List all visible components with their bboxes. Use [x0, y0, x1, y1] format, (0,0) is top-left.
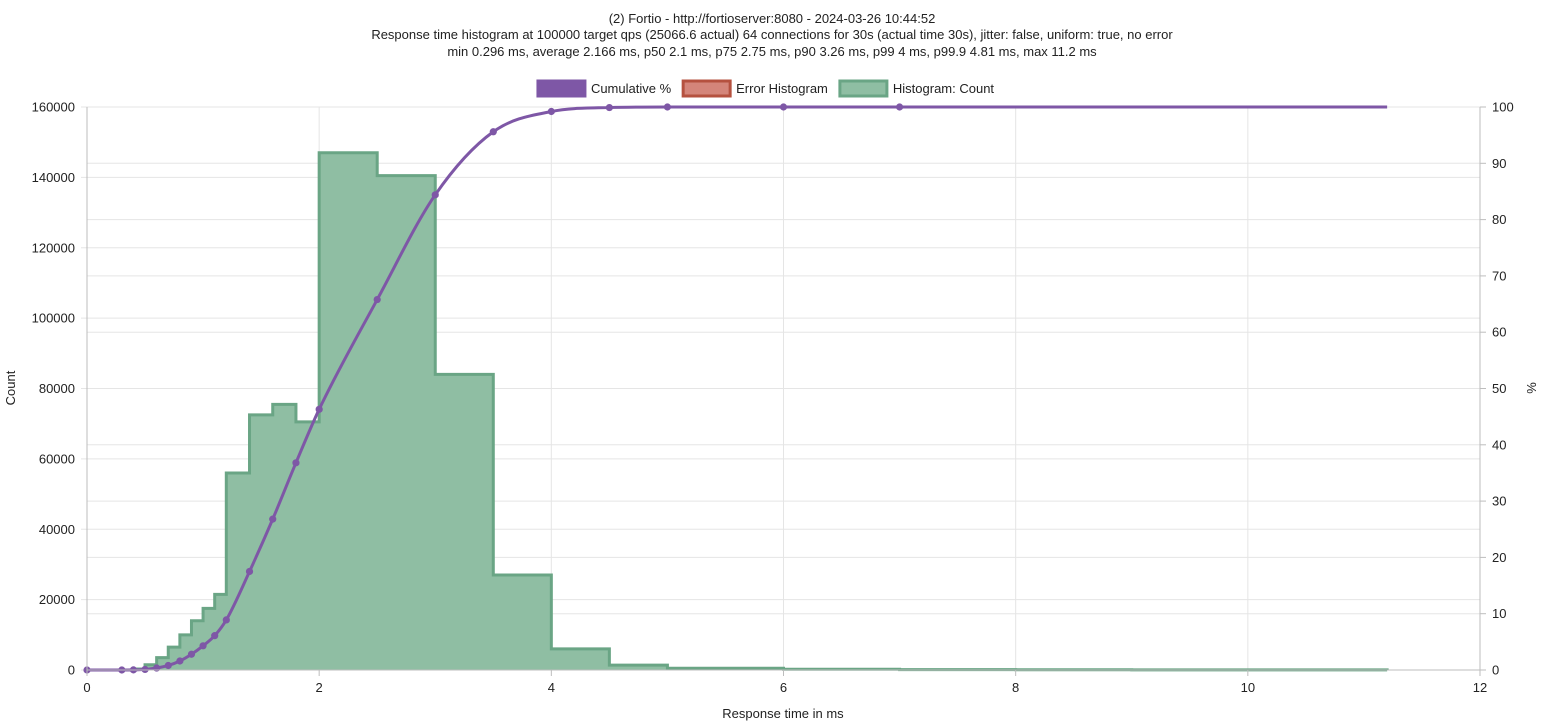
y-left-tick-label: 100000 — [32, 311, 75, 326]
cumulative-point — [211, 632, 219, 640]
y-axis-right-title: % — [1524, 382, 1539, 394]
legend-item[interactable]: Cumulative % — [536, 79, 672, 98]
y-right-tick-label: 70 — [1492, 268, 1506, 283]
cumulative-point — [779, 103, 788, 111]
legend-label: Cumulative % — [591, 81, 672, 96]
y-right-tick-label: 50 — [1492, 381, 1506, 396]
cumulative-point — [605, 103, 613, 112]
x-tick-label: 2 — [316, 680, 323, 695]
chart-stats: min 0.296 ms, average 2.166 ms, p50 2.1 … — [447, 44, 1097, 59]
legend-label: Error Histogram — [736, 81, 828, 96]
histogram-bar — [435, 374, 493, 670]
legend-swatch — [838, 79, 889, 98]
legend[interactable]: Cumulative % Error Histogram Histogram: Co… — [536, 79, 995, 98]
cumulative-point — [292, 459, 300, 467]
cumulative-point — [269, 515, 277, 523]
y-left-tick-label: 120000 — [32, 240, 75, 255]
y-axis-left-title: Count — [3, 370, 18, 405]
cumulative-point — [245, 567, 254, 576]
histogram-bar — [319, 153, 377, 670]
cumulative-point — [663, 103, 672, 111]
legend-label: Histogram: Count — [893, 81, 995, 96]
cumulative-point — [176, 657, 184, 665]
y-left-tick-label: 160000 — [32, 100, 75, 115]
histogram-bar — [296, 422, 319, 670]
legend-item[interactable]: Error Histogram — [681, 79, 828, 98]
y-right-tick-label: 100 — [1492, 100, 1514, 115]
y-left-tick-label: 20000 — [39, 592, 75, 607]
y-right-tick-label: 60 — [1492, 325, 1506, 340]
grid — [81, 106, 1481, 671]
y-right-tick-label: 30 — [1492, 494, 1506, 509]
y-left-tick-label: 40000 — [39, 522, 75, 537]
y-right-tick-label: 80 — [1492, 212, 1506, 227]
cumulative-point — [141, 665, 149, 674]
cumulative-point — [222, 616, 230, 624]
x-axis-title: Response time in ms — [722, 706, 844, 721]
cumulative-point — [153, 664, 161, 672]
y-right-tick-label: 90 — [1492, 156, 1506, 171]
y-right-tick-label: 10 — [1492, 606, 1506, 621]
legend-swatch — [536, 79, 587, 98]
y-left-tick-label: 60000 — [39, 451, 75, 466]
chart-subtitle: Response time histogram at 100000 target… — [371, 27, 1173, 42]
cumulative-point — [431, 191, 439, 199]
y-left-tick-label: 0 — [68, 663, 75, 678]
axes: 0 2 4 6 8 10 12 0 20000 40000 60000 80000 100000 1200… — [32, 100, 1514, 696]
histogram-bar — [609, 665, 667, 670]
cumulative-point — [895, 103, 904, 111]
cumulative-point — [315, 405, 323, 413]
x-tick-label: 8 — [1012, 680, 1019, 695]
y-right-tick-label: 20 — [1492, 550, 1506, 565]
y-left-tick-label: 80000 — [39, 381, 75, 396]
y-right-tick-label: 0 — [1492, 663, 1499, 678]
histogram-bar — [493, 575, 551, 670]
histogram-bars — [121, 151, 1389, 672]
x-tick-label: 0 — [83, 680, 90, 695]
cumulative-point — [164, 661, 172, 670]
x-tick-label: 10 — [1241, 680, 1255, 695]
cumulative-point — [489, 128, 497, 136]
histogram-bar — [273, 404, 296, 670]
legend-item[interactable]: Histogram: Count — [838, 79, 995, 98]
histogram-area — [121, 152, 1388, 670]
x-tick-label: 6 — [780, 680, 787, 695]
y-left-tick-label: 140000 — [32, 170, 75, 185]
cumulative-point — [187, 650, 196, 658]
cumulative-point — [373, 295, 381, 304]
chart-title: (2) Fortio - http://fortioserver:8080 - … — [609, 11, 936, 26]
cumulative-point — [199, 642, 207, 650]
legend-swatch — [681, 79, 732, 98]
x-tick-label: 12 — [1473, 680, 1487, 695]
x-tick-label: 4 — [548, 680, 555, 695]
y-right-tick-label: 40 — [1492, 437, 1506, 452]
cumulative-series — [83, 103, 1388, 674]
histogram-bar — [377, 176, 435, 670]
histogram-bar — [551, 649, 609, 670]
cumulative-point — [547, 107, 555, 116]
